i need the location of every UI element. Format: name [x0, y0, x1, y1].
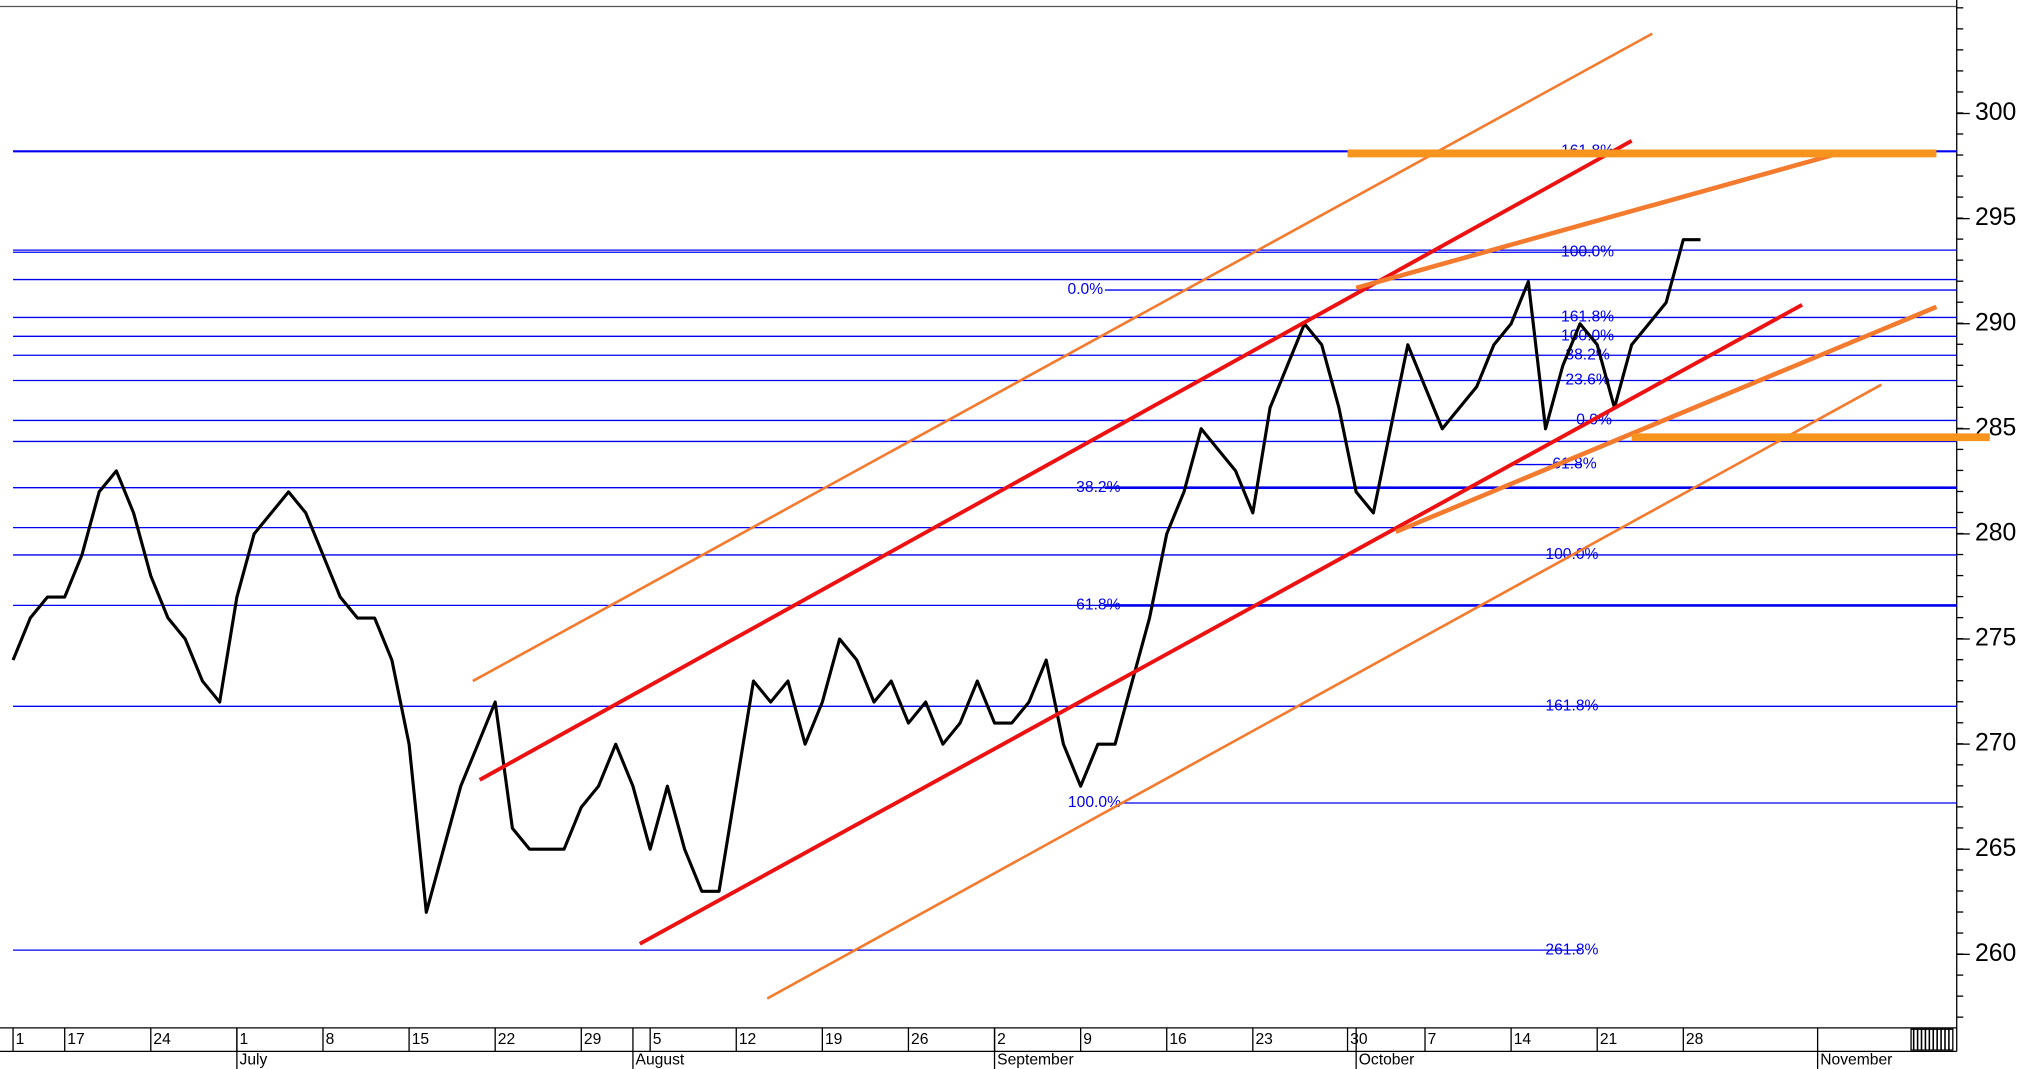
x-tick-label: 7 [1428, 1031, 1437, 1048]
x-tick-label: 19 [825, 1031, 842, 1048]
trend-line [1394, 304, 1938, 534]
level-label: 261.8% [1545, 941, 1598, 958]
y-tick-label: 270 [1975, 730, 2016, 757]
x-tick-label: 29 [584, 1031, 601, 1048]
hatch-box [1910, 1028, 1954, 1051]
y-tick-label: 295 [1975, 204, 2016, 231]
level-label: 61.8% [1076, 597, 1120, 614]
month-label: August [636, 1052, 685, 1069]
x-tick-label: 30 [1350, 1031, 1368, 1048]
x-tick-label: 14 [1514, 1031, 1532, 1048]
x-tick-label: 1 [240, 1031, 249, 1048]
x-tick-label: 8 [326, 1031, 335, 1048]
level-label: 38.2% [1076, 479, 1120, 496]
month-label: October [1359, 1052, 1415, 1069]
level-label: 161.8% [1561, 309, 1614, 326]
x-tick-label: 2 [997, 1031, 1006, 1048]
y-tick-label: 290 [1975, 309, 2016, 336]
x-tick-label: 26 [911, 1031, 929, 1048]
month-label: July [240, 1052, 268, 1069]
y-tick-label: 280 [1975, 519, 2016, 546]
level-label: 100.0% [1561, 243, 1614, 260]
level-label: 100.0% [1068, 794, 1121, 811]
hatch-lines [1912, 1029, 1950, 1051]
x-tick-label: 9 [1083, 1031, 1092, 1048]
x-tick-label: 5 [653, 1031, 662, 1048]
x-tick-label: 16 [1169, 1031, 1187, 1048]
price-line [11, 238, 1701, 914]
level-label: 23.6% [1565, 372, 1609, 389]
level-label: 100.0% [1561, 327, 1614, 344]
level-label: 161.8% [1545, 697, 1598, 714]
trend-line [638, 303, 1804, 946]
x-tick-label: 22 [498, 1031, 515, 1048]
month-label: September [997, 1052, 1074, 1069]
y-tick-label: 300 [1975, 99, 2016, 126]
trend-line [1355, 151, 1839, 291]
x-tick-label: 12 [739, 1031, 756, 1048]
hatch [1910, 1028, 1954, 1051]
x-tick-label: 1 [16, 1031, 25, 1048]
x-tick-label: 17 [67, 1031, 84, 1048]
x-tick-label: 15 [412, 1031, 430, 1048]
level-label: 0.0% [1068, 281, 1104, 298]
trend-line [472, 32, 1653, 683]
y-tick-label: 275 [1975, 625, 2016, 652]
month-label: November [1820, 1052, 1892, 1069]
x-tick-label: 24 [153, 1031, 171, 1048]
y-tick-label: 260 [1975, 940, 2016, 967]
trend-line [478, 139, 1633, 782]
x-tick-label: 21 [1600, 1031, 1617, 1048]
x-tick-label: 23 [1255, 1031, 1273, 1048]
y-tick-label: 265 [1975, 835, 2016, 862]
x-tick-label: 28 [1686, 1031, 1704, 1048]
trend-line [766, 383, 1882, 1000]
